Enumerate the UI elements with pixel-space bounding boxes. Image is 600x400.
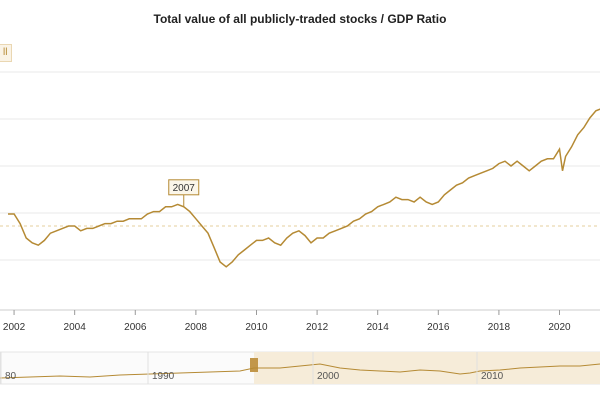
series-line[interactable]	[8, 104, 600, 268]
navigator-tick-label: 2000	[317, 371, 340, 382]
x-tick-label: 2008	[185, 322, 208, 333]
x-tick-label: 2014	[367, 322, 390, 333]
navigator-tick-label: 1990	[152, 371, 175, 382]
navigator-selected-range[interactable]	[254, 352, 600, 384]
x-tick-label: 2018	[488, 322, 511, 333]
x-tick-label: 2010	[245, 322, 268, 333]
annotation-2007: 2007	[168, 179, 200, 207]
navigator-handle[interactable]	[250, 358, 258, 372]
range-navigator[interactable]: 80 1990 2000 2010	[0, 351, 600, 385]
navigator-tick-label: 2010	[481, 371, 504, 382]
x-tick-label: 2006	[124, 322, 147, 333]
navigator-ticks: 80 1990 2000 2010	[0, 352, 504, 384]
x-tick-label: 2020	[548, 322, 571, 333]
x-tick-label: 2002	[3, 322, 26, 333]
annotation-box	[168, 179, 200, 196]
annotation-label: 2007	[173, 183, 196, 194]
navigator-series-line	[0, 363, 600, 379]
navigator-tick-label: 80	[5, 371, 17, 382]
x-tick-label: 2016	[427, 322, 450, 333]
x-tick-label: 2004	[64, 322, 87, 333]
chart-title: Total value of all publicly-traded stock…	[153, 12, 447, 26]
x-axis-ticks: 2002 2004 2006 2008 2010 2012 2014 2016 2018 2020	[3, 310, 571, 333]
gridlines	[0, 71, 600, 261]
series-toggle-button[interactable]: ll	[0, 44, 13, 62]
x-tick-label: 2012	[306, 322, 329, 333]
